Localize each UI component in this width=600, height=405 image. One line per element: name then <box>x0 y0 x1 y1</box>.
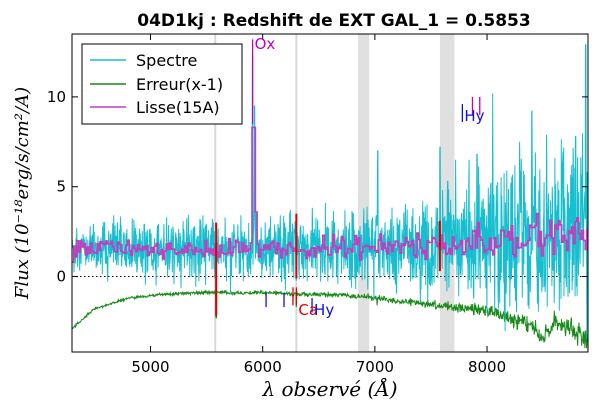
plot-frame <box>71 33 589 353</box>
legend-label-lisse: Lisse(15A) <box>136 98 220 117</box>
shaded-band-0 <box>358 34 370 352</box>
legend: Spectre Erreur(x-1) Lisse(15A) <box>81 43 243 125</box>
line-label-ca-7: Ca <box>298 301 318 319</box>
series-layer <box>72 44 588 349</box>
y-axis-label: Flux (10⁻¹⁸erg/s/cm²/A) <box>12 87 33 300</box>
series-line-lisse <box>72 126 588 263</box>
series-line-erreur <box>72 289 588 349</box>
y-tick-label: 10 <box>47 88 66 106</box>
y-tick-label: 0 <box>56 268 66 286</box>
y-tick-label: 5 <box>56 178 66 196</box>
line-label-hy-8: Hy <box>314 301 334 319</box>
chart-title: 04D1kj : Redshift de EXT GAL_1 = 0.5853 <box>137 11 530 31</box>
line-label-hy-1: Hy <box>464 107 484 125</box>
line-label-ox-0: Ox <box>255 35 276 53</box>
x-tick-label: 7000 <box>356 358 394 376</box>
legend-label-spectre: Spectre <box>136 51 197 70</box>
x-tick-label: 8000 <box>468 358 506 376</box>
x-axis-label: λ observé (Å) <box>261 376 397 400</box>
x-tick-label: 5000 <box>131 358 169 376</box>
axis-ticks: 5000 6000 7000 8000 0 5 10 <box>47 34 588 376</box>
line-markers <box>215 39 481 317</box>
x-tick-label: 6000 <box>244 358 282 376</box>
legend-label-erreur: Erreur(x-1) <box>136 75 223 94</box>
series-line-spectre <box>72 44 588 339</box>
